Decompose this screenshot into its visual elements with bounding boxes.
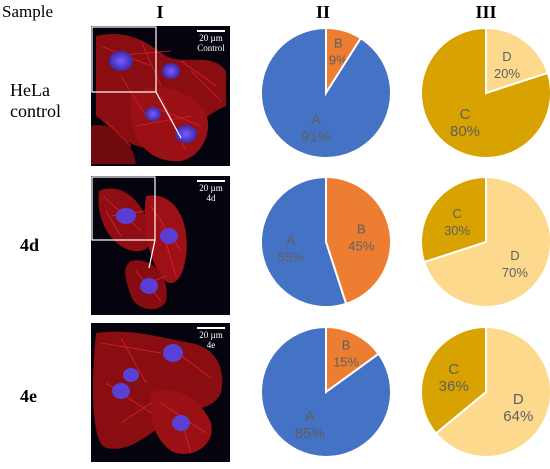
row-label-line: 4d <box>20 235 40 255</box>
pie-slice-letter: A <box>311 111 321 128</box>
pie-chart: B9%A91% <box>260 26 392 159</box>
pie-slice-percent: 15% <box>333 355 359 370</box>
pie-4d-ii: B 45% A 55% <box>259 175 393 309</box>
row-label-line: 4e <box>20 386 37 406</box>
pie-control-ii: B 9% A 91% <box>259 26 393 160</box>
column-header-ii: II <box>315 2 331 22</box>
image-label: 4d <box>206 192 216 203</box>
pie-slice-b <box>325 175 392 306</box>
pie-slice-percent: 91% <box>301 128 331 145</box>
scale-bar-text: 20 µm <box>199 182 223 193</box>
cell-image <box>93 331 223 454</box>
pie-slice-letter: C <box>452 206 461 221</box>
cell-image <box>91 26 226 164</box>
pie-slice-b <box>325 325 380 394</box>
row-label-line: HeLa <box>10 80 50 100</box>
pie-slice-letter: D <box>502 49 511 64</box>
pie-chart: B 15% A85% <box>260 325 393 458</box>
pie-slice-letter: B <box>342 338 351 353</box>
pie-slice-letter: A <box>305 408 315 425</box>
row-label-hela-control: HeLa control <box>10 80 61 122</box>
pie-chart: B 45% A 55% <box>260 175 392 308</box>
pie-slice-percent: 30% <box>444 223 470 238</box>
scale-bar: 20 µm 4e <box>197 327 225 350</box>
pie-slice-percent: 45% <box>348 238 374 253</box>
scale-bar: 20 µm Control <box>197 30 225 53</box>
image-label: Control <box>197 42 225 53</box>
pie-slice-c <box>420 325 487 435</box>
pie-slice-letter: A <box>286 233 295 248</box>
row-label-4e: 4e <box>20 386 37 407</box>
pie-slice-percent: 80% <box>450 123 480 140</box>
pie-slice-d <box>485 26 550 95</box>
pie-slice-letter: C <box>460 106 471 123</box>
pie-slice-letter: C <box>448 361 459 378</box>
pie-slice-percent: 36% <box>439 378 469 395</box>
pie-slice-letter: B <box>357 221 366 236</box>
pie-slice-d <box>422 175 550 308</box>
pie-slice-percent: 64% <box>503 408 533 425</box>
pie-4d-iii: D 70% C 30% <box>419 175 550 309</box>
column-header-i: I <box>156 2 164 22</box>
column-header-iii: III <box>475 2 497 22</box>
pie-slice-percent: 70% <box>502 265 528 280</box>
pie-slice-letter: B <box>334 36 343 51</box>
pie-slice-a <box>260 26 392 159</box>
image-label: 4e <box>206 339 216 350</box>
pie-slice-c <box>420 26 550 159</box>
pie-chart: D 70% C 30% <box>420 175 550 308</box>
pie-slice-a <box>260 175 348 308</box>
row-label-line: control <box>10 101 61 121</box>
cell-image <box>91 176 187 310</box>
pie-slice-percent: 20% <box>494 66 520 81</box>
pie-slice-percent: 55% <box>278 250 304 265</box>
pie-control-iii: D 20% C 80% <box>419 26 550 160</box>
pie-slice-a <box>260 325 393 458</box>
pie-slice-c <box>420 175 487 264</box>
pie-4e-ii: B 15% A 85% <box>259 325 393 459</box>
sample-header: Sample <box>2 2 53 21</box>
scale-bar-text: 20 µm <box>199 32 223 43</box>
micrograph-4d: 20 µm 4d <box>91 176 230 315</box>
pie-slice-percent: 85% <box>295 425 325 442</box>
pie-slice-letter: D <box>513 391 524 408</box>
pie-4e-iii: D 64% C 36% <box>419 325 550 459</box>
micrograph-4e: 20 µm 4e <box>91 323 230 462</box>
micrograph-control: 20 µm Control <box>91 26 230 166</box>
scale-bar-text: 20 µm <box>199 329 223 340</box>
pie-slice-letter: D <box>510 248 519 263</box>
row-label-4d: 4d <box>20 235 39 256</box>
scale-bar: 20 µm 4d <box>197 180 225 203</box>
pie-chart: D64% C36% <box>420 325 550 458</box>
pie-slice-d <box>434 325 550 458</box>
pie-chart: D 20% C80% <box>420 26 550 159</box>
